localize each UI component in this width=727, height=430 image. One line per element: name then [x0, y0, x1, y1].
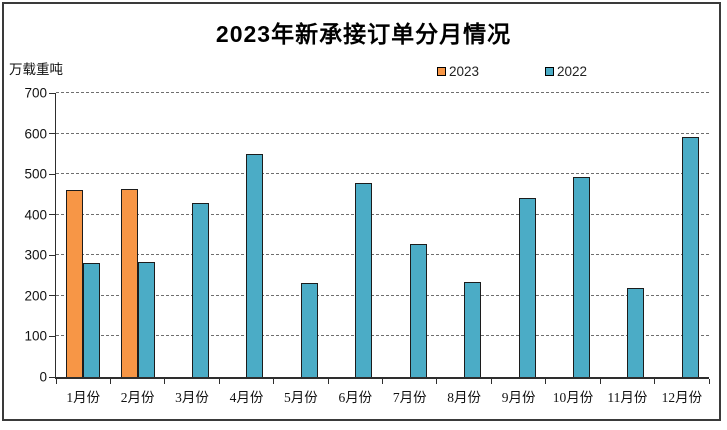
bar-2022-10月份: [573, 176, 590, 377]
gridline-100: [56, 335, 709, 337]
gridline-500: [56, 173, 709, 175]
x-tick-1: [109, 379, 111, 384]
bar-2022-6月份: [355, 183, 373, 377]
x-tick-7: [436, 379, 438, 384]
bar-group-1月份: [56, 93, 110, 377]
y-axis-label-500: 500: [24, 166, 47, 182]
bar-2022-7月份: [409, 243, 427, 377]
bar-2022-1月份: [83, 263, 101, 377]
y-axis-label-0: 0: [39, 369, 47, 385]
x-tick-8: [490, 379, 492, 384]
x-tick-4: [273, 379, 275, 384]
y-tick-500: [49, 173, 55, 175]
x-axis-label-6月份: 6月份: [338, 390, 373, 405]
bar-group-5月份: [274, 93, 328, 377]
x-tick-3: [218, 379, 220, 384]
bar-group-11月份: [600, 93, 654, 377]
legend-label-2023: 2023: [449, 64, 480, 79]
bar-2022-5月份: [300, 282, 318, 377]
x-axis-label-5月份: 5月份: [284, 390, 318, 405]
bar-2022-4月份: [246, 154, 264, 377]
legend-swatch-2022-icon: [545, 67, 554, 76]
x-tick-10: [599, 379, 601, 384]
x-axis-label-9月份: 9月份: [501, 390, 536, 405]
y-axis-label-200: 200: [24, 288, 47, 304]
y-tick-0: [49, 376, 55, 378]
bar-group-9月份: [491, 93, 545, 377]
y-axis-label-600: 600: [24, 126, 47, 142]
y-tick-100: [49, 335, 55, 337]
x-axis-label-12月份: 12月份: [661, 390, 703, 405]
chart-title: 2023年新承接订单分月情况: [215, 21, 512, 47]
y-axis-label-400: 400: [24, 207, 47, 223]
x-tick-9: [545, 379, 547, 384]
bar-2022-3月份: [192, 202, 210, 377]
bar-group-10月份: [546, 93, 600, 377]
gridline-700: [56, 92, 709, 93]
bar-2022-9月份: [518, 198, 536, 377]
legend-item-2023: 2023: [437, 64, 479, 79]
x-axis-label-1月份: 1月份: [66, 390, 101, 405]
bar-group-3月份: [165, 93, 219, 377]
x-tick-12: [708, 379, 710, 384]
bar-group-4月份: [219, 93, 273, 377]
gridline-300: [56, 254, 709, 256]
legend-label-2022: 2022: [557, 64, 588, 79]
x-axis-label-2月份: 2月份: [120, 390, 155, 405]
bar-2022-2月份: [137, 261, 155, 377]
x-tick-6: [382, 379, 383, 384]
bar-group-7月份: [383, 93, 437, 377]
y-tick-200: [49, 295, 55, 297]
y-axis-label-300: 300: [24, 247, 47, 263]
bar-group-6月份: [328, 93, 382, 377]
y-axis-unit-label: 万载重吨: [9, 62, 63, 77]
y-tick-600: [49, 133, 55, 135]
y-axis-label-100: 100: [24, 328, 47, 344]
bar-2022-12月份: [681, 136, 699, 377]
x-tick-0: [55, 379, 57, 384]
gridline-200: [56, 294, 709, 296]
bar-groups: [56, 93, 709, 377]
bar-2023-2月份: [120, 189, 138, 377]
x-axis-label-3月份: 3月份: [175, 390, 209, 405]
x-axis-label-10月份: 10月份: [552, 390, 594, 405]
plot-area: 1月份 2月份 3月份 4月份 5月份 6月份 7月份 8月份 9月份 10月份 11月份 12月份 …: [24, 86, 710, 405]
x-axis-label-4月份: 4月份: [229, 390, 264, 405]
bar-group-2月份: [110, 93, 164, 377]
gridline-600: [56, 132, 709, 134]
bar-2022-8月份: [464, 282, 482, 377]
x-tick-5: [327, 379, 329, 384]
x-axis-label-7月份: 7月份: [392, 390, 427, 405]
x-tick-2: [164, 379, 166, 384]
gridline-400: [56, 213, 709, 215]
y-tick-700: [49, 92, 55, 94]
bar-group-8月份: [437, 93, 491, 377]
legend-item-2022: 2022: [545, 64, 587, 79]
y-tick-300: [49, 254, 55, 256]
y-tick-400: [49, 214, 55, 216]
bar-group-12月份: [655, 93, 709, 377]
x-tick-11: [654, 379, 656, 384]
y-axis-label-700: 700: [24, 85, 47, 101]
x-axis-label-8月份: 8月份: [447, 390, 482, 405]
bar-2023-1月份: [66, 189, 84, 377]
legend-swatch-2023-icon: [437, 67, 446, 76]
bar-2022-11月份: [627, 287, 645, 377]
x-axis-labels: 1月份 2月份 3月份 4月份 5月份 6月份 7月份 8月份 9月份 10月份 11月份 12月份: [56, 386, 709, 406]
x-axis-label-11月份: 11月份: [607, 390, 648, 405]
